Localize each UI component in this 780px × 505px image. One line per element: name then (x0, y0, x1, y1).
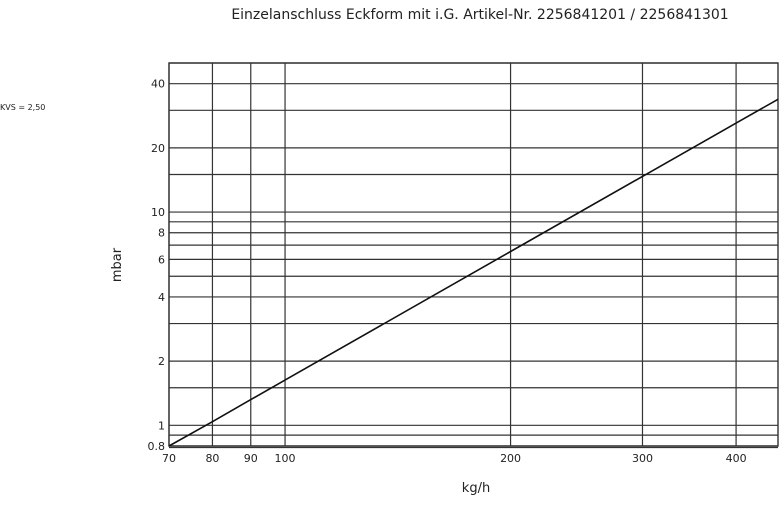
x-tick-label: 300 (632, 452, 653, 465)
y-tick-label: 20 (151, 142, 165, 155)
x-tick-label: 70 (162, 452, 176, 465)
x-axis-label: kg/h (462, 481, 490, 496)
y-axis-label: mbar (110, 247, 125, 282)
grid (168, 62, 779, 449)
x-tick-label: 90 (244, 452, 258, 465)
tick-labels: 70 80 90 100 200 300 400 0.8 1 2 4 6 8 10 20 40 (148, 78, 747, 465)
x-tick-label: 200 (500, 452, 521, 465)
y-tick-label: 40 (151, 78, 165, 91)
y-tick-label: 8 (158, 227, 165, 240)
series-line (168, 98, 779, 447)
y-tick-label: 6 (158, 253, 165, 266)
y-tick-label: 1 (158, 419, 165, 432)
y-tick-label: 10 (151, 206, 165, 219)
series-group (168, 98, 779, 447)
x-tick-label: 100 (275, 452, 296, 465)
y-tick-label: 2 (158, 355, 165, 368)
x-tick-label: 80 (205, 452, 219, 465)
kvs-annotation: KVS = 2,50 (0, 103, 45, 112)
y-tick-label: 0.8 (148, 440, 166, 453)
chart-title: Einzelanschluss Eckform mit i.G. Artikel… (231, 7, 728, 23)
x-tick-label: 400 (726, 452, 747, 465)
y-tick-label: 4 (158, 291, 165, 304)
plot-frame (168, 62, 779, 447)
